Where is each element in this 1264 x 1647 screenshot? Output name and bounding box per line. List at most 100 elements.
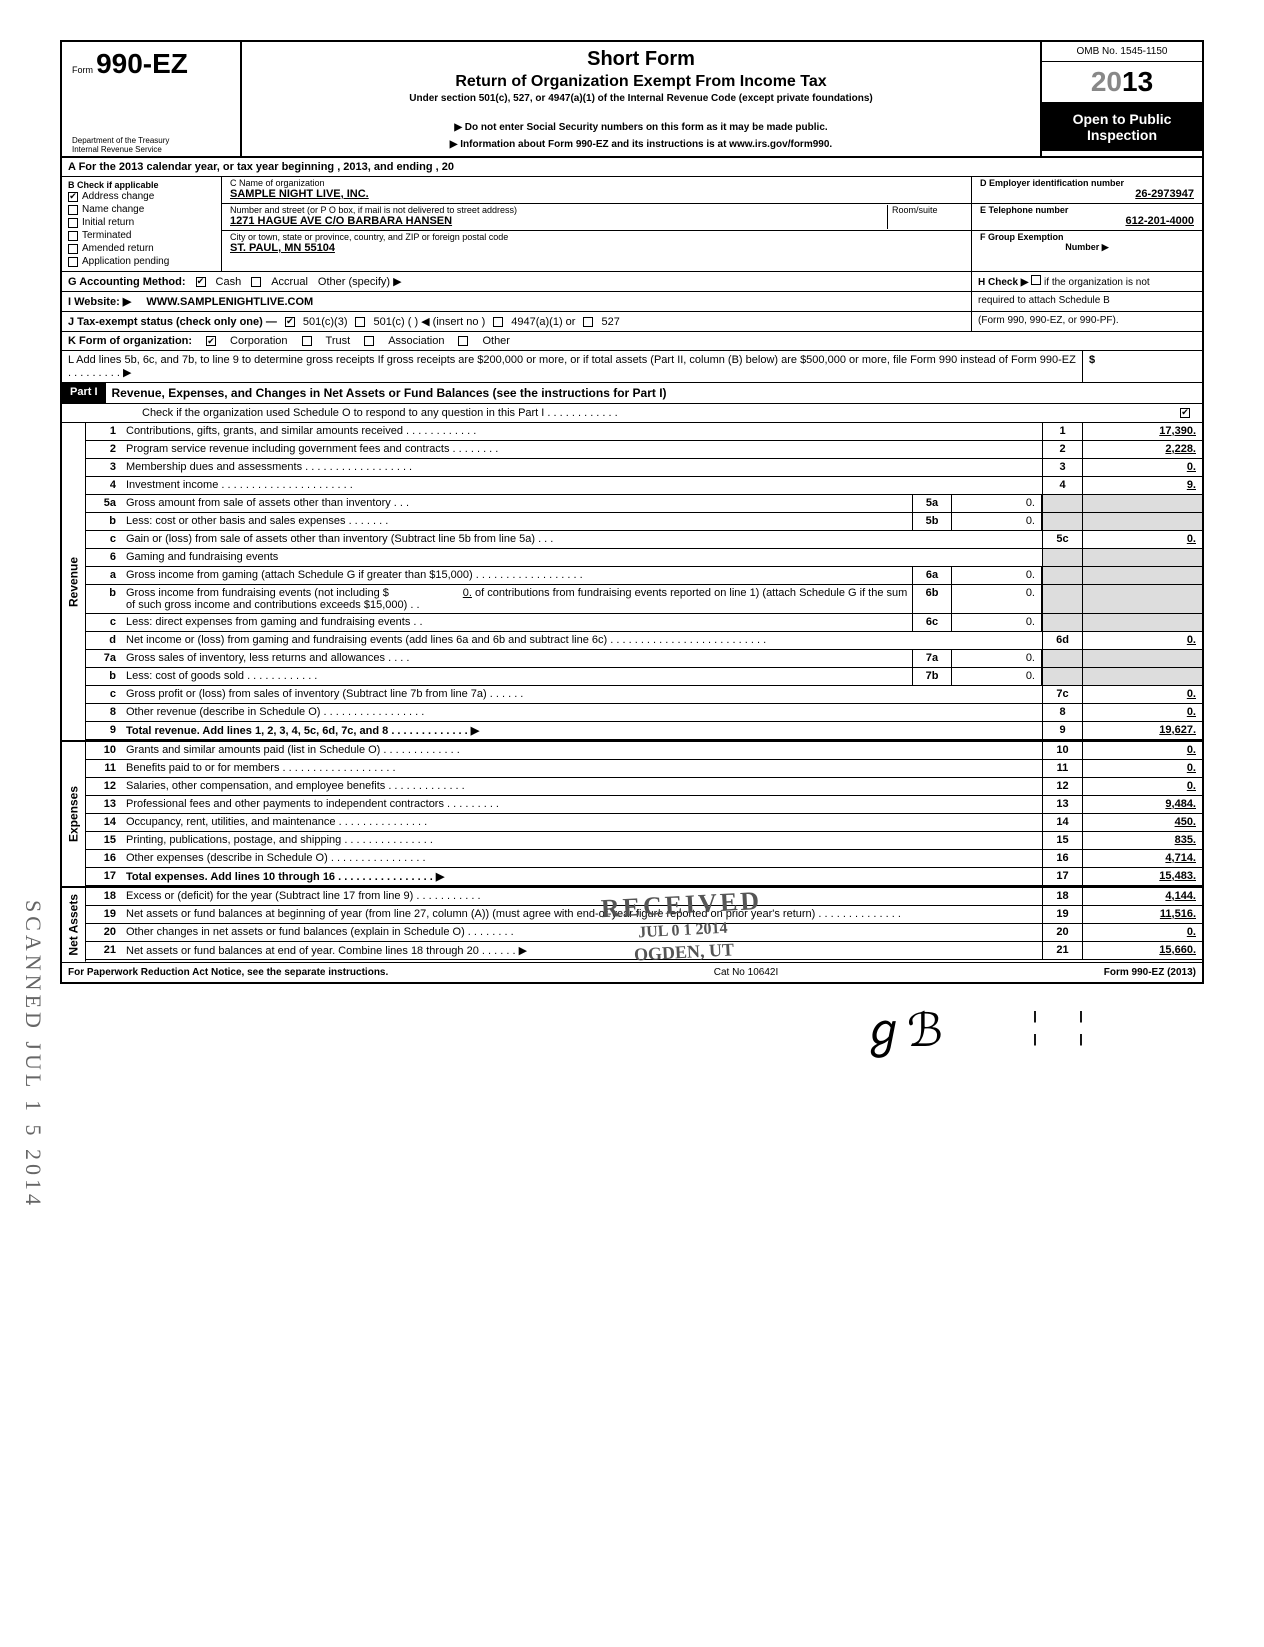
- stamp-scanned: SCANNED JUL 1 5 2014: [20, 900, 46, 1209]
- line-subcol: 7b: [912, 668, 952, 685]
- line-5a: 5a Gross amount from sale of assets othe…: [86, 495, 1202, 513]
- line-k-label: K Form of organization:: [68, 335, 192, 347]
- chk-assoc[interactable]: [364, 336, 374, 346]
- line-col: 20: [1042, 924, 1082, 941]
- signature-area: ℊℬ ╎╎: [60, 984, 1204, 1070]
- section-b-label: B Check if applicable: [68, 180, 215, 190]
- line-col: 1: [1042, 423, 1082, 440]
- val-addr: 1271 HAGUE AVE C/O BARBARA HANSEN: [226, 215, 887, 229]
- line-text: Grants and similar amounts paid (list in…: [122, 742, 1042, 759]
- line-d: d Net income or (loss) from gaming and f…: [86, 632, 1202, 650]
- chk-trust[interactable]: [302, 336, 312, 346]
- line-text: Gross sales of inventory, less returns a…: [122, 650, 912, 667]
- chk-corp[interactable]: ✔: [206, 336, 216, 346]
- val-city: ST. PAUL, MN 55104: [226, 242, 967, 256]
- line-val: 11,516.: [1082, 906, 1202, 923]
- line-i: I Website: ▶ WWW.SAMPLENIGHTLIVE.COM: [62, 292, 972, 311]
- line-text: Membership dues and assessments . . . . …: [122, 459, 1042, 476]
- chk-h[interactable]: [1031, 275, 1041, 285]
- line-no: 6: [86, 549, 122, 566]
- chk-accrual[interactable]: [251, 277, 261, 287]
- chk-501c[interactable]: [355, 317, 365, 327]
- section-c: C Name of organization SAMPLE NIGHT LIVE…: [222, 177, 972, 271]
- line-no: 8: [86, 704, 122, 721]
- val-phone: 612-201-4000: [976, 215, 1198, 229]
- title-return: Return of Organization Exempt From Incom…: [248, 73, 1034, 91]
- line-i-label: I Website: ▶: [68, 296, 131, 308]
- line-h-cont: required to attach Schedule B: [972, 292, 1202, 311]
- line-no: 16: [86, 850, 122, 867]
- line-subcol: 5a: [912, 495, 952, 512]
- checkbox[interactable]: [68, 244, 78, 254]
- chk-501c3[interactable]: ✔: [285, 317, 295, 327]
- line-val-grey: [1082, 513, 1202, 530]
- line-col: 15: [1042, 832, 1082, 849]
- line-col-grey: [1042, 513, 1082, 530]
- line-val: 9.: [1082, 477, 1202, 494]
- line-val-grey: [1082, 668, 1202, 685]
- line-9: 9 Total revenue. Add lines 1, 2, 3, 4, 5…: [86, 722, 1202, 740]
- line-no: 10: [86, 742, 122, 759]
- line-no: 20: [86, 924, 122, 941]
- chk-other-org[interactable]: [458, 336, 468, 346]
- row-j: J Tax-exempt status (check only one) — ✔…: [62, 312, 1202, 332]
- chk-label: Amended return: [82, 243, 154, 254]
- chk-cash[interactable]: ✔: [196, 277, 206, 287]
- line-text: Professional fees and other payments to …: [122, 796, 1042, 813]
- line-no: c: [86, 614, 122, 631]
- line-val: 0.: [1082, 760, 1202, 777]
- line-no: 19: [86, 906, 122, 923]
- chk-item-terminated: Terminated: [68, 229, 215, 242]
- checkbox[interactable]: [68, 257, 78, 267]
- note-ssn: Do not enter Social Security numbers on …: [248, 122, 1034, 133]
- chk-item-name-change: Name change: [68, 203, 215, 216]
- lbl-city: City or town, state or province, country…: [226, 232, 967, 242]
- chk-527[interactable]: [583, 317, 593, 327]
- omb-number: OMB No. 1545-1150: [1042, 42, 1202, 62]
- line-text: Total expenses. Add lines 10 through 16 …: [122, 868, 1042, 885]
- checkbox[interactable]: [68, 218, 78, 228]
- line-val: 835.: [1082, 832, 1202, 849]
- line-subval: 0.: [952, 513, 1042, 530]
- line-val: 9,484.: [1082, 796, 1202, 813]
- line-no: 4: [86, 477, 122, 494]
- line-15: 15 Printing, publications, postage, and …: [86, 832, 1202, 850]
- line-text: Less: cost of goods sold . . . . . . . .…: [122, 668, 912, 685]
- chk-schedule-o[interactable]: ✔: [1180, 408, 1190, 418]
- line-col: 6d: [1042, 632, 1082, 649]
- line-subval: 0.: [952, 495, 1042, 512]
- line-no: 2: [86, 441, 122, 458]
- line-6b: b Gross income from fundraising events (…: [86, 585, 1202, 614]
- chk-item-amended-return: Amended return: [68, 242, 215, 255]
- open-to-public: Open to Public Inspection: [1042, 103, 1202, 151]
- line-text: Other expenses (describe in Schedule O) …: [122, 850, 1042, 867]
- line-text: Printing, publications, postage, and shi…: [122, 832, 1042, 849]
- line-h-4: (Form 990, 990-EZ, or 990-PF).: [978, 315, 1119, 326]
- chk-4947[interactable]: [493, 317, 503, 327]
- line-val: 0.: [1082, 742, 1202, 759]
- year-bold: 13: [1122, 66, 1153, 97]
- lbl-cash: Cash: [216, 276, 242, 288]
- line-c: c Gain or (loss) from sale of assets oth…: [86, 531, 1202, 549]
- line-val-grey: [1082, 567, 1202, 584]
- line-13: 13 Professional fees and other payments …: [86, 796, 1202, 814]
- line-11: 11 Benefits paid to or for members . . .…: [86, 760, 1202, 778]
- lbl-phone: E Telephone number: [976, 205, 1198, 215]
- note-info: Information about Form 990-EZ and its in…: [248, 139, 1034, 150]
- line-col: 3: [1042, 459, 1082, 476]
- line-text: Net assets or fund balances at end of ye…: [122, 942, 1042, 959]
- line-20: 20 Other changes in net assets or fund b…: [86, 924, 1202, 942]
- checkbox[interactable]: [68, 231, 78, 241]
- line-col-grey: [1042, 549, 1082, 566]
- line-val: 0.: [1082, 924, 1202, 941]
- line-l-val: $: [1082, 351, 1202, 382]
- lbl-501c: 501(c) ( ) ◀ (insert no ): [373, 315, 485, 328]
- line-17: 17 Total expenses. Add lines 10 through …: [86, 868, 1202, 886]
- line-no: 3: [86, 459, 122, 476]
- line-col-grey: [1042, 585, 1082, 613]
- checkbox[interactable]: [68, 205, 78, 215]
- checkbox[interactable]: ✔: [68, 192, 78, 202]
- line-col: 9: [1042, 722, 1082, 739]
- line-col: 16: [1042, 850, 1082, 867]
- line-subcol: 7a: [912, 650, 952, 667]
